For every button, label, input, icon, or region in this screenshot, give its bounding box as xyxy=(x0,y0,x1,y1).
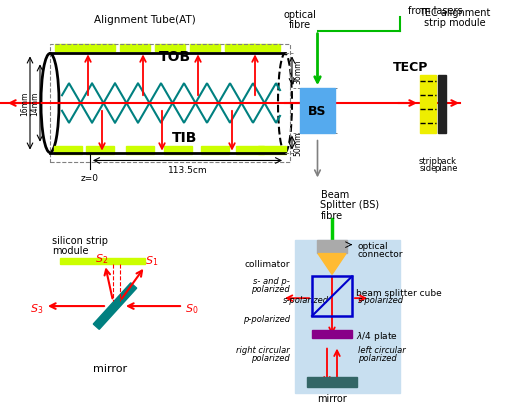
Text: 50mm: 50mm xyxy=(293,131,302,156)
Text: strip: strip xyxy=(419,156,437,165)
Bar xyxy=(54,146,82,154)
Bar xyxy=(201,146,229,154)
Bar xyxy=(190,45,220,52)
Bar xyxy=(307,377,357,387)
Text: Splitter (BS): Splitter (BS) xyxy=(320,200,380,209)
Text: s- and p-: s- and p- xyxy=(253,277,290,286)
Text: $\lambda$/4 plate: $\lambda$/4 plate xyxy=(356,330,398,343)
Text: beam splitter cube: beam splitter cube xyxy=(356,288,442,297)
Text: TECP: TECP xyxy=(393,61,428,74)
Bar xyxy=(60,258,145,265)
Bar xyxy=(86,146,114,154)
Text: mirror: mirror xyxy=(93,362,127,373)
Bar xyxy=(295,240,400,393)
Text: left circular: left circular xyxy=(358,345,406,354)
Bar xyxy=(317,240,347,253)
Text: polarized: polarized xyxy=(358,353,397,362)
Text: TOB: TOB xyxy=(159,49,191,63)
Text: Alignment Tube(AT): Alignment Tube(AT) xyxy=(94,15,196,25)
Text: p-polarized: p-polarized xyxy=(243,314,290,323)
Text: module: module xyxy=(52,245,88,255)
Bar xyxy=(85,45,115,52)
Text: s-polarized: s-polarized xyxy=(283,295,329,305)
Bar xyxy=(50,45,290,163)
Bar xyxy=(312,330,352,338)
Text: fibre: fibre xyxy=(321,211,343,220)
Bar xyxy=(126,146,154,154)
Bar xyxy=(250,45,280,52)
Text: $S_2$: $S_2$ xyxy=(95,252,108,266)
Bar xyxy=(258,146,286,154)
Bar xyxy=(420,76,436,133)
Text: 16mm: 16mm xyxy=(20,92,29,116)
Bar xyxy=(312,277,352,316)
Text: Beam: Beam xyxy=(320,190,349,200)
Polygon shape xyxy=(318,254,346,275)
Text: 36mm: 36mm xyxy=(293,59,302,83)
Text: polarized: polarized xyxy=(251,285,290,294)
Text: $S_3$: $S_3$ xyxy=(30,301,43,315)
Text: polarized: polarized xyxy=(251,353,290,362)
Bar xyxy=(164,146,192,154)
Bar xyxy=(300,89,335,133)
Text: silicon strip: silicon strip xyxy=(52,235,108,245)
Text: mirror: mirror xyxy=(317,393,347,403)
Text: BS: BS xyxy=(308,104,327,117)
Text: 113.5cm: 113.5cm xyxy=(168,166,208,175)
Text: side: side xyxy=(420,164,437,173)
Bar xyxy=(155,45,185,52)
Bar xyxy=(120,45,150,52)
Text: z=0: z=0 xyxy=(81,174,99,183)
Text: $S_1$: $S_1$ xyxy=(145,254,158,268)
Text: optical: optical xyxy=(357,241,388,250)
Text: back: back xyxy=(436,156,456,165)
Text: from lasers: from lasers xyxy=(408,6,462,16)
Text: fibre: fibre xyxy=(289,20,311,30)
Bar xyxy=(236,146,264,154)
Text: 14mm: 14mm xyxy=(30,92,39,116)
Text: $S_0$: $S_0$ xyxy=(185,301,198,315)
Text: plane: plane xyxy=(434,164,458,173)
Text: TEC alignment: TEC alignment xyxy=(420,8,491,18)
Text: right circular: right circular xyxy=(236,345,290,354)
Bar xyxy=(94,283,137,330)
Text: collimator: collimator xyxy=(244,259,290,268)
Text: TIB: TIB xyxy=(172,130,198,145)
Text: s-polarized: s-polarized xyxy=(358,295,404,305)
Text: strip module: strip module xyxy=(424,18,486,28)
Bar xyxy=(55,45,85,52)
Bar xyxy=(438,76,446,133)
Bar xyxy=(225,45,255,52)
Text: connector: connector xyxy=(357,249,403,258)
Text: optical: optical xyxy=(284,10,316,20)
